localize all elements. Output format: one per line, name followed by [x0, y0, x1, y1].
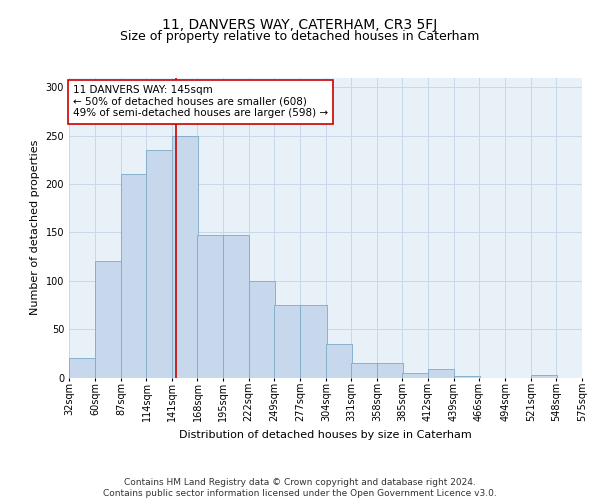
- Bar: [69, 358, 95, 378]
- Text: Size of property relative to detached houses in Caterham: Size of property relative to detached ho…: [121, 30, 479, 43]
- Bar: [223, 235, 250, 378]
- Text: 11 DANVERS WAY: 145sqm
← 50% of detached houses are smaller (608)
49% of semi-de: 11 DANVERS WAY: 145sqm ← 50% of detached…: [73, 85, 328, 118]
- Bar: [197, 235, 224, 378]
- Bar: [377, 363, 403, 378]
- Bar: [454, 376, 480, 378]
- Bar: [248, 280, 275, 378]
- Text: 11, DANVERS WAY, CATERHAM, CR3 5FJ: 11, DANVERS WAY, CATERHAM, CR3 5FJ: [163, 18, 437, 32]
- Bar: [274, 305, 301, 378]
- Bar: [146, 150, 173, 378]
- X-axis label: Distribution of detached houses by size in Caterham: Distribution of detached houses by size …: [179, 430, 472, 440]
- Bar: [352, 363, 378, 378]
- Bar: [531, 374, 557, 378]
- Bar: [172, 136, 199, 378]
- Bar: [403, 372, 429, 378]
- Bar: [95, 262, 122, 378]
- Y-axis label: Number of detached properties: Number of detached properties: [30, 140, 40, 315]
- Bar: [428, 369, 454, 378]
- Bar: [301, 305, 327, 378]
- Bar: [121, 174, 148, 378]
- Bar: [326, 344, 352, 378]
- Text: Contains HM Land Registry data © Crown copyright and database right 2024.
Contai: Contains HM Land Registry data © Crown c…: [103, 478, 497, 498]
